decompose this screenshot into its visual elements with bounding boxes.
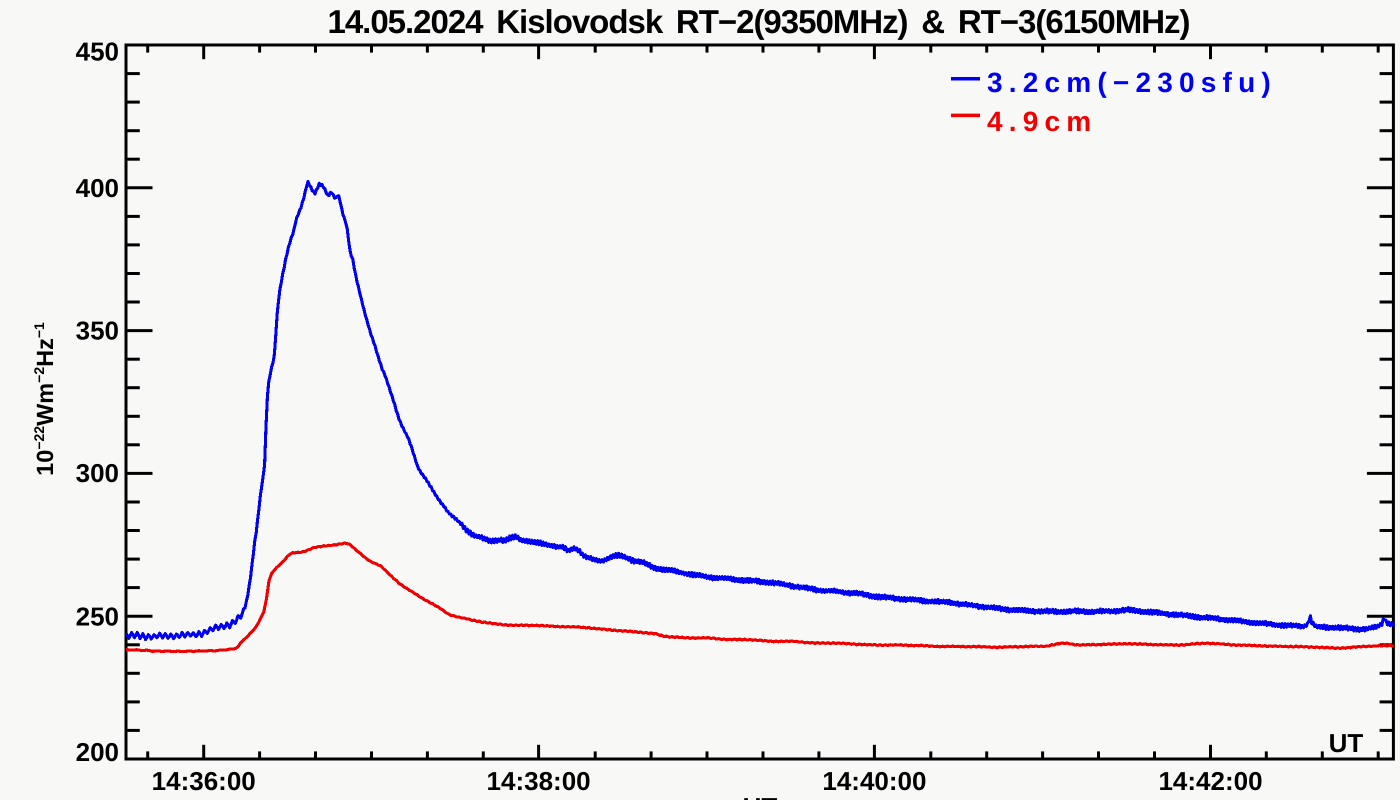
svg-text:3.2cm(−230sfu): 3.2cm(−230sfu) — [987, 67, 1277, 98]
svg-text:14:36:00: 14:36:00 — [152, 766, 256, 796]
svg-text:14:42:00: 14:42:00 — [1158, 766, 1262, 796]
svg-text:10−22Wm−2Hz−1: 10−22Wm−2Hz−1 — [31, 322, 58, 476]
svg-text:14:40:00: 14:40:00 — [822, 766, 926, 796]
svg-text:14:38:00: 14:38:00 — [487, 766, 591, 796]
svg-text:200: 200 — [76, 737, 119, 767]
svg-text:UT: UT — [1329, 728, 1364, 758]
svg-text:400: 400 — [76, 173, 119, 203]
svg-text:350: 350 — [76, 316, 119, 346]
svg-text:4.9cm: 4.9cm — [987, 106, 1097, 137]
svg-text:14.05.2024 Kislovodsk RT−2(9: 14.05.2024 Kislovodsk RT−2(9350MHz) & RT… — [328, 3, 1191, 40]
svg-text:300: 300 — [76, 458, 119, 488]
svg-text:250: 250 — [76, 602, 119, 632]
svg-text:450: 450 — [76, 37, 119, 67]
svg-text:UT: UT — [743, 792, 778, 800]
